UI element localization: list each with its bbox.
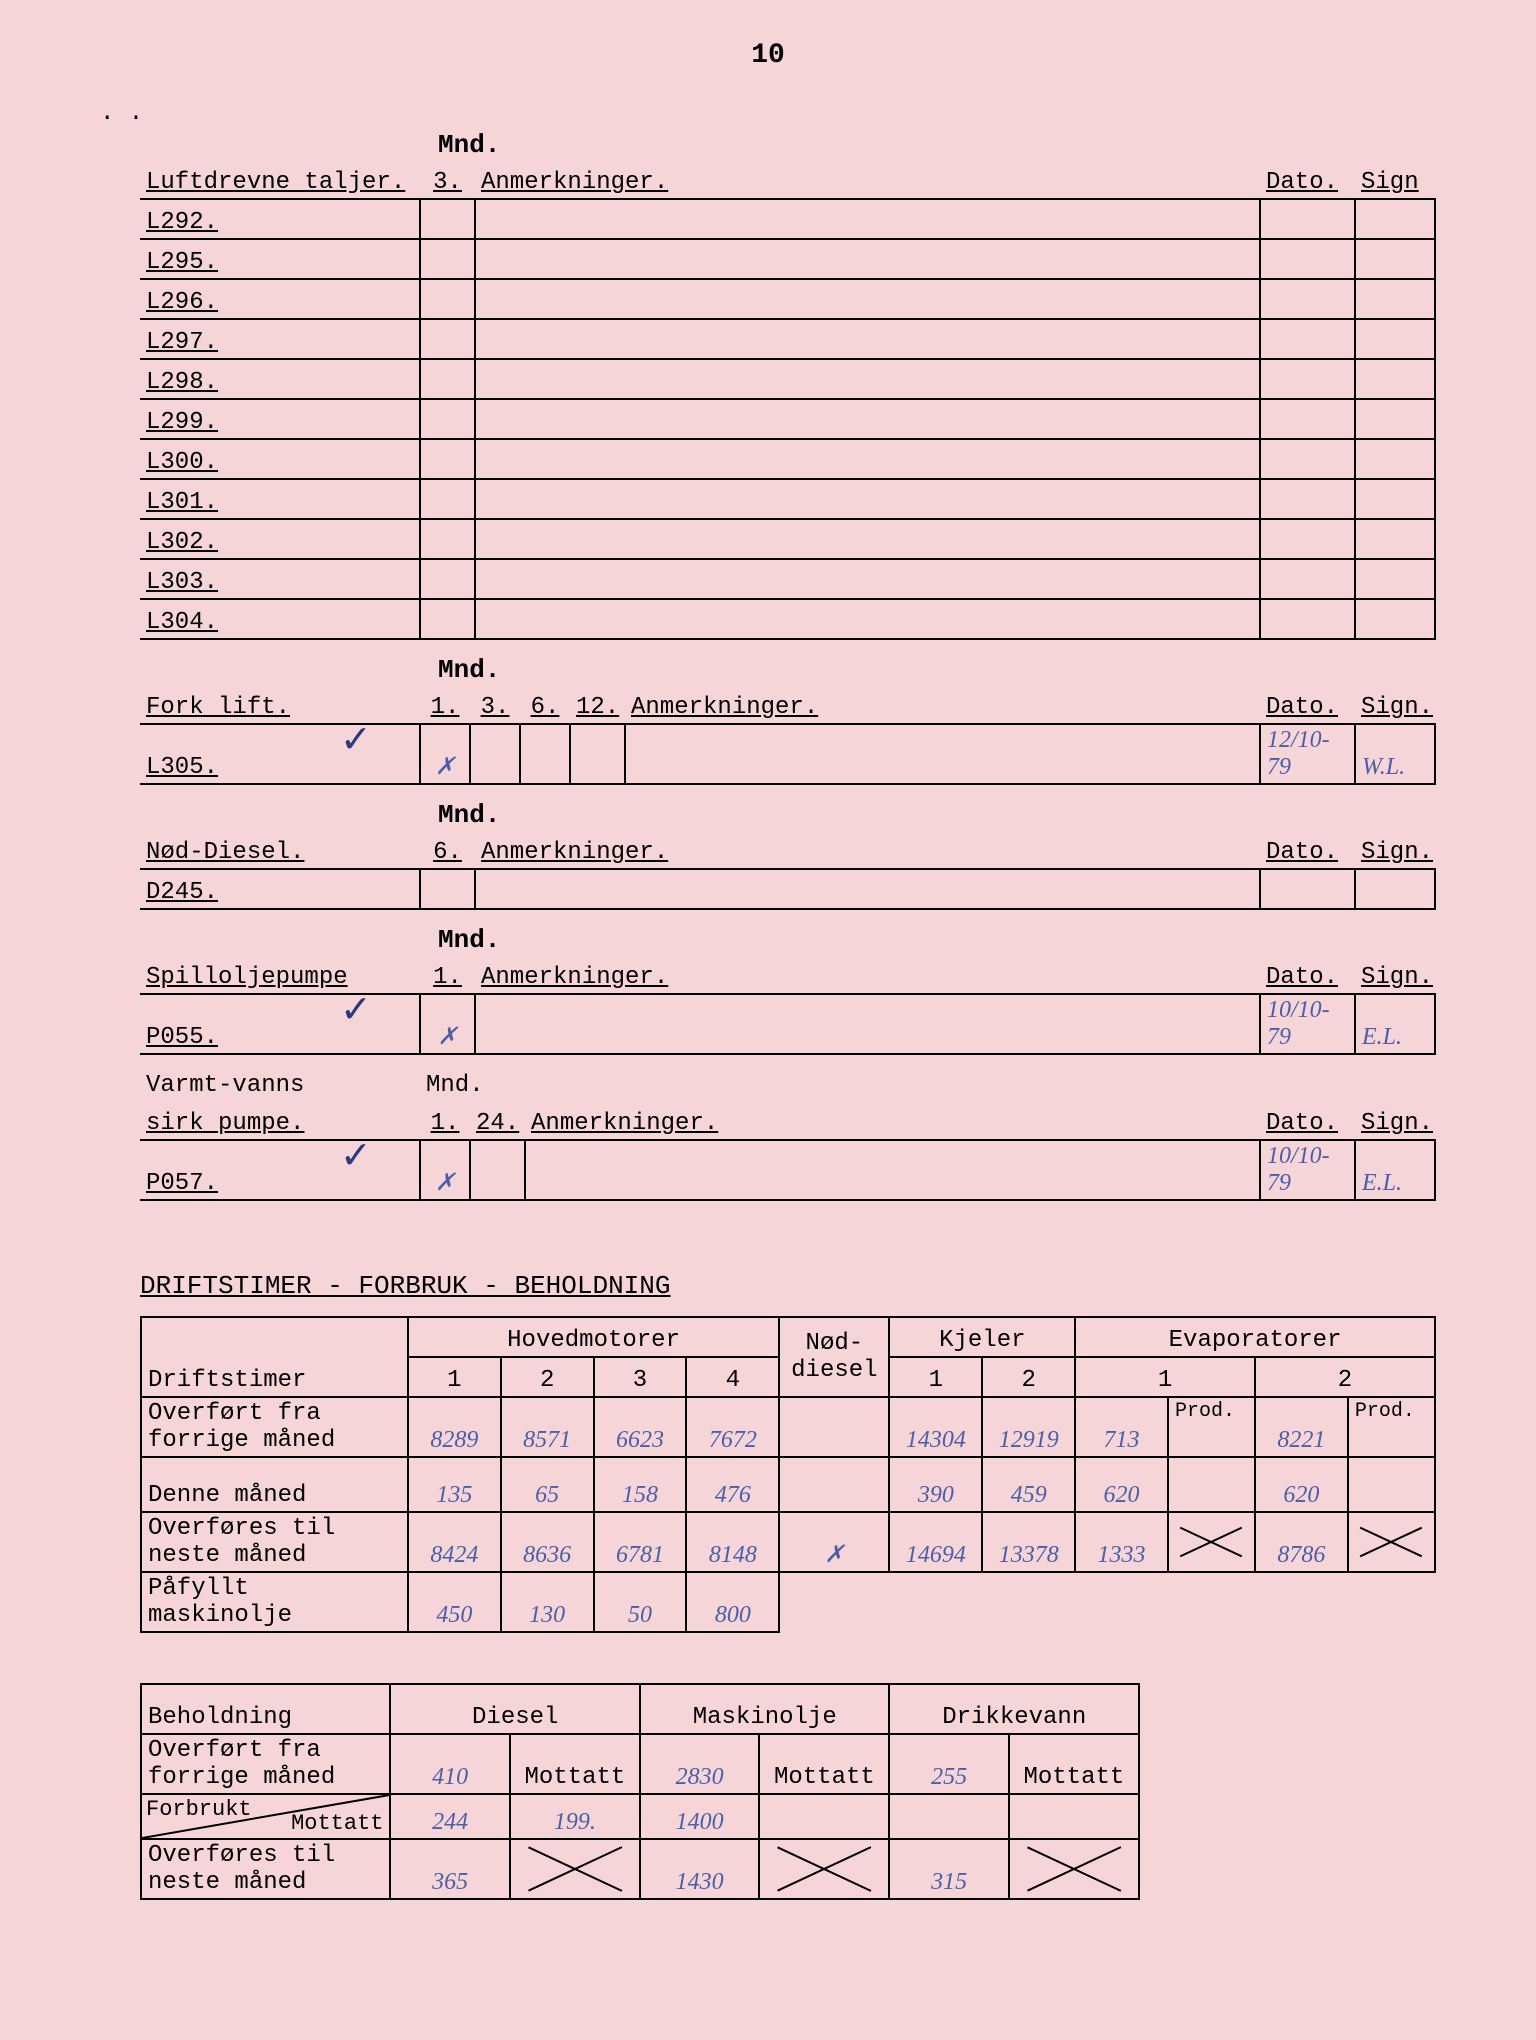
table-row: L297. (140, 319, 420, 359)
section-forklift: Mnd. Fork lift. 1. 3. 6. 12. Anmerkninge… (140, 685, 1436, 785)
table-row: L302. (140, 519, 420, 559)
table-beholdning: Beholdning Diesel Maskinolje Drikkevann … (140, 1683, 1140, 1900)
table-row: L296. (140, 279, 420, 319)
page-number: 10 (751, 40, 785, 71)
section-varmtvanns: Varmt-vanns Mnd. sirk pumpe. 1. 24. Anme… (140, 1063, 1436, 1201)
table-noddiesel: Nød-Diesel. 6. Anmerkninger. Dato. Sign.… (140, 830, 1436, 910)
document-page: 10 . . Mnd. Luftdrevne taljer. 3. Anmerk… (0, 0, 1536, 2040)
table-row: L292. (140, 199, 420, 239)
row-l305: L305. ✓ (140, 724, 420, 784)
section-spillolje: Mnd. Spilloljepumpe 1. Anmerkninger. Dat… (140, 955, 1436, 1055)
corner-dots: . . (100, 100, 143, 127)
col-anm: Anmerkninger. (475, 160, 1260, 199)
mnd-label: Mnd. (438, 130, 500, 160)
table-row: L301. (140, 479, 420, 519)
table-row: L300. (140, 439, 420, 479)
mnd-label: Mnd. (438, 655, 500, 685)
col-mnd: 3. (420, 160, 475, 199)
col-title: Luftdrevne taljer. (140, 160, 420, 199)
drift-title: DRIFTSTIMER - FORBRUK - BEHOLDNING (140, 1271, 1436, 1301)
table-row: L295. (140, 239, 420, 279)
table-row: L299. (140, 399, 420, 439)
table-driftstimer: Driftstimer Hovedmotorer Nød- diesel Kje… (140, 1316, 1436, 1633)
section-noddiesel: Mnd. Nød-Diesel. 6. Anmerkninger. Dato. … (140, 830, 1436, 910)
table-row: L303. (140, 559, 420, 599)
table-varmtvanns: Varmt-vanns Mnd. sirk pumpe. 1. 24. Anme… (140, 1063, 1436, 1201)
table-forklift: Fork lift. 1. 3. 6. 12. Anmerkninger. Da… (140, 685, 1436, 785)
table-row: L304. (140, 599, 420, 639)
section-luftdrevne: Mnd. Luftdrevne taljer. 3. Anmerkninger.… (140, 160, 1436, 640)
table-row: L298. (140, 359, 420, 399)
table-spillolje: Spilloljepumpe 1. Anmerkninger. Dato. Si… (140, 955, 1436, 1055)
col-dato: Dato. (1260, 160, 1355, 199)
col-sign: Sign (1355, 160, 1435, 199)
col-title: Fork lift. (140, 685, 420, 724)
table-luftdrevne: Luftdrevne taljer. 3. Anmerkninger. Dato… (140, 160, 1436, 640)
